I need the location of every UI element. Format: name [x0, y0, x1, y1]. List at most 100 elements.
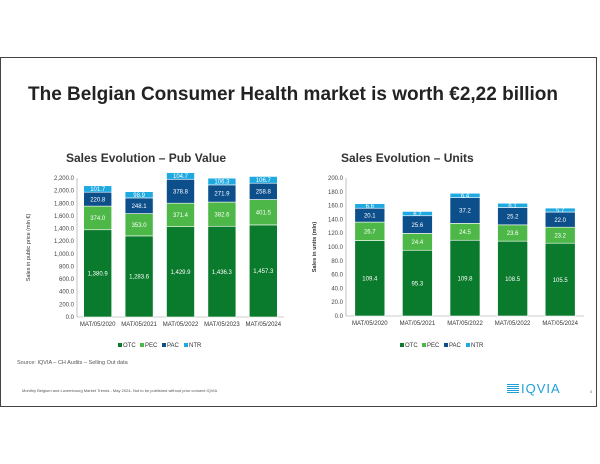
y-tick-label: 1,400.0 [54, 227, 75, 233]
data-label: 258.8 [256, 190, 272, 196]
y-tick-label: 2,000.0 [54, 189, 75, 195]
y-tick-label: 80.0 [331, 259, 343, 265]
y-tick-label: 0.0 [335, 314, 344, 320]
legend-swatch-otc [400, 343, 404, 347]
data-label: 37.2 [459, 209, 471, 215]
data-label: 1,436.3 [212, 270, 233, 276]
y-tick-label: 160.0 [328, 204, 344, 210]
y-tick-label: 40.0 [331, 286, 343, 292]
legend-label: NTR [471, 343, 484, 349]
data-label: 401.5 [256, 210, 272, 216]
y-tick-label: 140.0 [328, 217, 344, 223]
logo-lines-icon [507, 384, 519, 393]
y-axis-label: Sales in public price (mln €) [26, 214, 32, 282]
bar-otc [544, 242, 576, 317]
data-label: 1,457.3 [253, 269, 274, 275]
data-label: 374.0 [90, 216, 106, 222]
bar-ntr [402, 211, 433, 217]
chart-title-value: Sales Evolution – Pub Value [66, 151, 227, 165]
y-tick-label: 1,200.0 [54, 239, 75, 245]
legend-swatch-pec [422, 343, 426, 347]
data-label: 20.1 [364, 213, 376, 219]
bar-ntr [544, 207, 576, 213]
legend-swatch-pac [444, 343, 448, 347]
iqvia-logo: IQVIA [507, 381, 561, 396]
bar-otc [354, 240, 386, 317]
slide-title: The Belgian Consumer Health market is wo… [28, 84, 559, 105]
data-label: 105.5 [553, 278, 569, 284]
legend-label: OTC [405, 343, 418, 349]
data-label: 98.9 [133, 193, 145, 199]
bar-ntr [497, 202, 528, 208]
x-tick-label: MAT/05/2022 [495, 321, 531, 327]
y-tick-label: 100.0 [328, 245, 344, 251]
data-label: 95.3 [412, 281, 424, 287]
legend-label: PAC [167, 343, 180, 349]
legend-label: PAC [449, 343, 462, 349]
bar-otc [207, 225, 237, 318]
y-tick-label: 600.0 [59, 277, 75, 283]
data-label: 5.7 [556, 208, 565, 214]
data-label: 248.1 [132, 204, 148, 210]
y-tick-label: 180.0 [328, 190, 344, 196]
data-label: 6.2 [413, 212, 422, 218]
legend-label: PEC [145, 343, 158, 349]
x-tick-label: MAT/05/2024 [542, 321, 578, 327]
x-tick-label: MAT/05/2021 [400, 321, 436, 327]
legend-swatch-otc [118, 343, 122, 347]
data-label: 1,429.9 [170, 270, 191, 276]
logo-text: IQVIA [521, 381, 561, 396]
data-label: 104.7 [173, 174, 189, 180]
x-tick-label: MAT/05/2023 [204, 322, 240, 328]
x-tick-label: MAT/05/2020 [80, 322, 116, 328]
data-label: 106.7 [256, 178, 272, 184]
data-label: 1,380.9 [88, 272, 109, 278]
data-label: 1,283.6 [129, 275, 150, 281]
y-tick-label: 200.0 [328, 176, 344, 182]
y-tick-label: 20.0 [331, 300, 343, 306]
bar-pec [207, 201, 237, 227]
data-label: 106.3 [214, 180, 230, 186]
bar-ntr [83, 185, 112, 193]
legend-swatch-pac [162, 343, 166, 347]
data-label: 101.7 [90, 187, 106, 193]
data-label: 23.2 [554, 233, 566, 239]
bar-otc [124, 235, 154, 318]
legend-swatch-ntr [466, 343, 470, 347]
legend-label: OTC [123, 343, 136, 349]
x-tick-label: MAT/05/2022 [447, 321, 483, 327]
x-tick-label: MAT/05/2022 [163, 322, 199, 328]
data-label: 25.6 [412, 223, 424, 229]
bar-otc [402, 249, 433, 317]
x-tick-label: MAT/05/2020 [352, 321, 388, 327]
bar-pac [449, 197, 481, 224]
x-tick-label: MAT/05/2021 [121, 322, 157, 328]
bar-ntr [207, 177, 237, 186]
bar-ntr [449, 192, 481, 198]
footer-text: Monthly Belgium and Luxembourg Market Tr… [22, 388, 218, 393]
y-tick-label: 400.0 [59, 290, 75, 296]
legend-label: NTR [189, 343, 202, 349]
data-label: 353.0 [132, 223, 148, 229]
data-label: 6.6 [366, 204, 375, 210]
page-number: 8 [590, 389, 593, 394]
y-tick-label: 60.0 [331, 273, 343, 279]
bar-ntr [124, 191, 154, 199]
y-tick-label: 200.0 [59, 302, 75, 308]
y-axis-label: Sales in units (mln) [312, 222, 318, 273]
data-label: 6.4 [461, 194, 470, 200]
data-label: 24.4 [412, 240, 424, 246]
data-label: 271.9 [214, 192, 230, 198]
data-label: 109.8 [457, 276, 473, 282]
chart-title-units: Sales Evolution – Units [341, 151, 474, 165]
y-tick-label: 2,200.0 [54, 176, 75, 182]
data-label: 26.7 [364, 230, 376, 236]
y-tick-label: 120.0 [328, 231, 344, 237]
data-label: 371.4 [173, 213, 189, 219]
data-label: 22.0 [554, 218, 566, 224]
data-label: 23.6 [507, 231, 519, 237]
bar-pec [249, 199, 278, 226]
bar-otc [83, 229, 112, 318]
data-label: 108.5 [505, 277, 521, 283]
